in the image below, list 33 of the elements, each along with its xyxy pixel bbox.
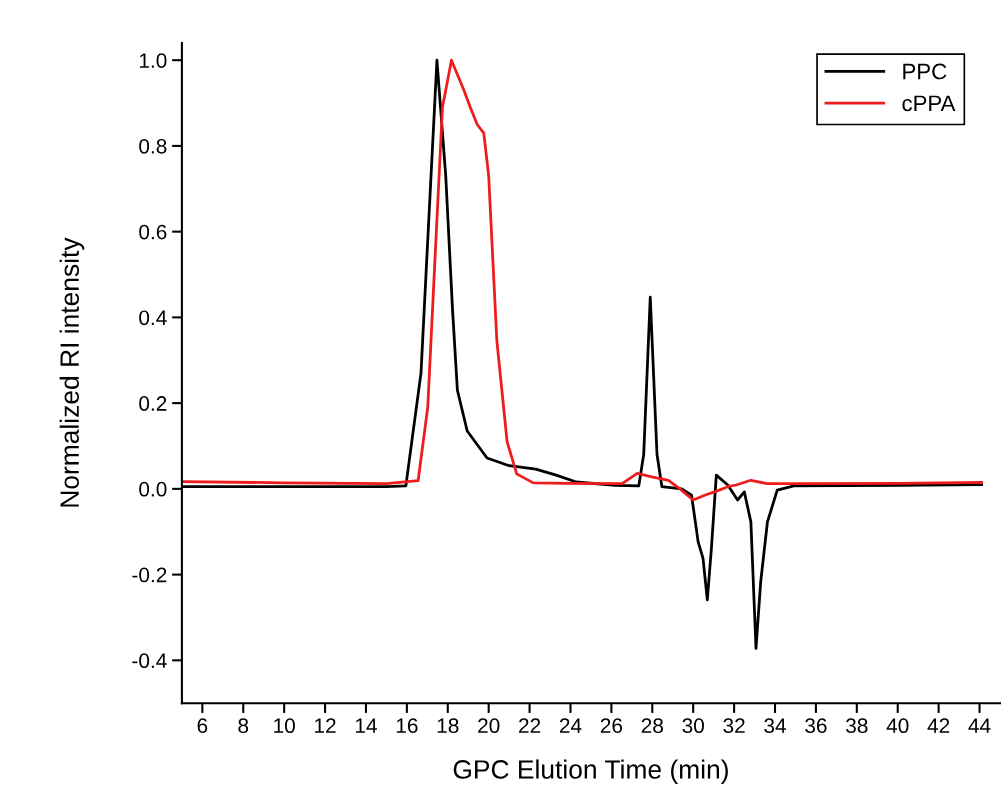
x-tick-label: 6 — [197, 718, 208, 734]
y-tick-label: 1.0 — [139, 53, 167, 68]
x-tick-label: 16 — [396, 718, 418, 734]
legend-label: PPC — [903, 63, 947, 80]
x-tick-label: 36 — [805, 718, 827, 734]
x-tick-label: 14 — [355, 718, 377, 733]
y-tick-label: 0.8 — [139, 138, 167, 154]
x-tick-label: 20 — [478, 718, 500, 734]
x-tick-label: 34 — [764, 718, 786, 734]
y-tick-label: -0.2 — [132, 567, 167, 583]
x-tick-label: 10 — [274, 718, 295, 734]
x-tick-label: 40 — [886, 718, 909, 734]
legend-label: cPPA — [902, 95, 956, 112]
x-tick-label: 30 — [682, 718, 704, 734]
y-axis-title: Normalized RI intensity — [59, 237, 85, 507]
y-tick-label: 0.2 — [139, 396, 167, 411]
line-series — [181, 58, 983, 502]
x-tick-label: 38 — [846, 718, 868, 734]
y-tick-label: 0.4 — [139, 310, 167, 326]
y-tick-label: -0.4 — [132, 653, 167, 669]
x-tick-label: 22 — [519, 718, 541, 733]
x-tick-label: 44 — [968, 718, 991, 733]
x-axis-title: GPC Elution Time (min) — [453, 759, 728, 785]
x-tick-label: 32 — [723, 718, 745, 734]
y-tick-label: 0.6 — [139, 224, 167, 240]
y-tick-label: 0.0 — [139, 481, 167, 497]
x-tick-label: 8 — [238, 718, 249, 734]
x-tick-label: 42 — [927, 718, 950, 733]
x-tick-label: 24 — [559, 718, 582, 733]
x-tick-label: 26 — [600, 718, 623, 734]
x-tick-label: 12 — [315, 718, 336, 733]
x-tick-label: 28 — [641, 718, 663, 734]
x-tick-label: 18 — [437, 718, 459, 734]
